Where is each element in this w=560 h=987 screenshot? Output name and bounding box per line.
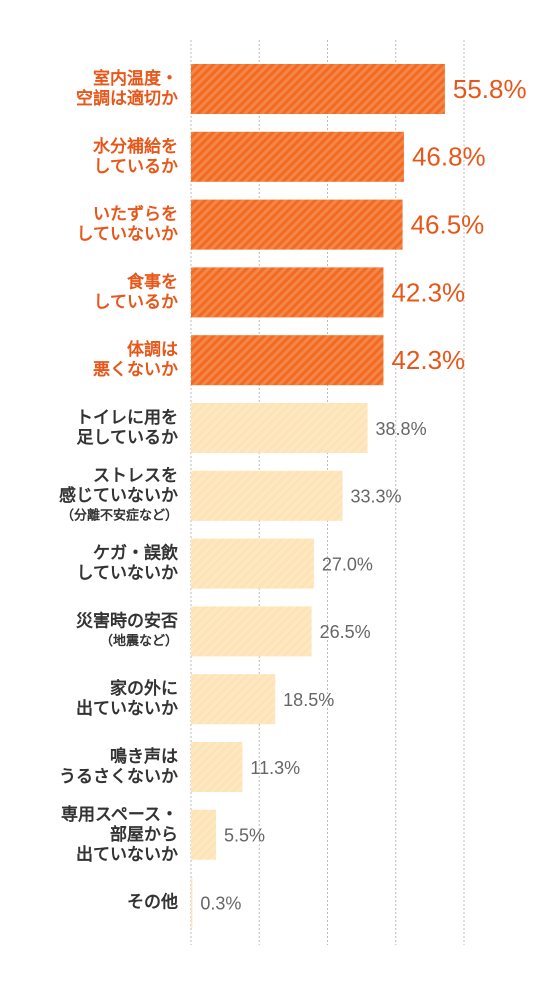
category-label: 家の外に: [110, 678, 178, 699]
value-label: 46.5%: [411, 209, 485, 239]
bar-texture: [191, 199, 403, 250]
category-label: 出ていないか: [76, 844, 178, 865]
value-label: 11.3%: [250, 758, 300, 778]
bar-texture: [191, 335, 384, 386]
value-label: 0.3%: [200, 893, 241, 913]
bar-texture: [191, 809, 217, 860]
category-label: しているか: [94, 292, 179, 312]
value-label: 42.3%: [391, 277, 465, 307]
value-label: 55.8%: [453, 74, 527, 104]
category-label: トイレに用を: [76, 408, 178, 428]
value-label: 5.5%: [224, 826, 265, 846]
category-label: （地震など）: [100, 633, 178, 649]
bar-texture: [191, 131, 404, 182]
category-label: 食事を: [127, 271, 178, 292]
category-label: 部屋から: [110, 824, 178, 845]
bar-texture: [191, 470, 343, 521]
value-label: 42.3%: [391, 345, 465, 375]
category-label: 室内温度・: [93, 68, 178, 89]
category-label: （分離不安症など）: [61, 507, 178, 523]
category-label: その他: [127, 892, 178, 913]
category-label: 感じていないか: [59, 485, 178, 506]
category-label: していないか: [77, 564, 179, 584]
bar-texture: [191, 742, 243, 792]
category-label: していないか: [77, 225, 179, 245]
category-label: 出ていないか: [76, 698, 178, 719]
category-label: ストレスを: [93, 466, 178, 486]
bar-texture: [191, 267, 384, 318]
category-label: 水分補給を: [93, 136, 178, 157]
category-label: いたずらを: [93, 205, 178, 225]
value-label: 33.3%: [351, 487, 402, 507]
category-label: 鳴き声は: [110, 746, 178, 767]
value-label: 46.8%: [412, 142, 486, 172]
category-label: ケガ・誤飲: [93, 543, 179, 564]
category-label: 空調は適切か: [76, 88, 178, 109]
category-label: 災害時の安否: [76, 610, 178, 631]
value-label: 18.5%: [283, 690, 334, 710]
value-label: 27.0%: [322, 554, 373, 574]
category-label: 足しているか: [77, 428, 179, 448]
category-label: 専用スペース・: [61, 805, 178, 825]
value-label: 38.8%: [376, 419, 427, 439]
bar-texture: [191, 64, 445, 114]
category-label: 悪くないか: [93, 360, 178, 380]
category-label: 体調は: [127, 339, 178, 360]
bar-texture: [191, 403, 368, 453]
bar-texture: [191, 538, 314, 589]
bar-texture: [191, 674, 276, 725]
category-label: うるさくないか: [59, 767, 178, 787]
value-label: 26.5%: [320, 622, 371, 642]
bar-texture: [191, 606, 312, 657]
bar-texture: [191, 877, 193, 928]
category-label: しているか: [94, 157, 179, 177]
